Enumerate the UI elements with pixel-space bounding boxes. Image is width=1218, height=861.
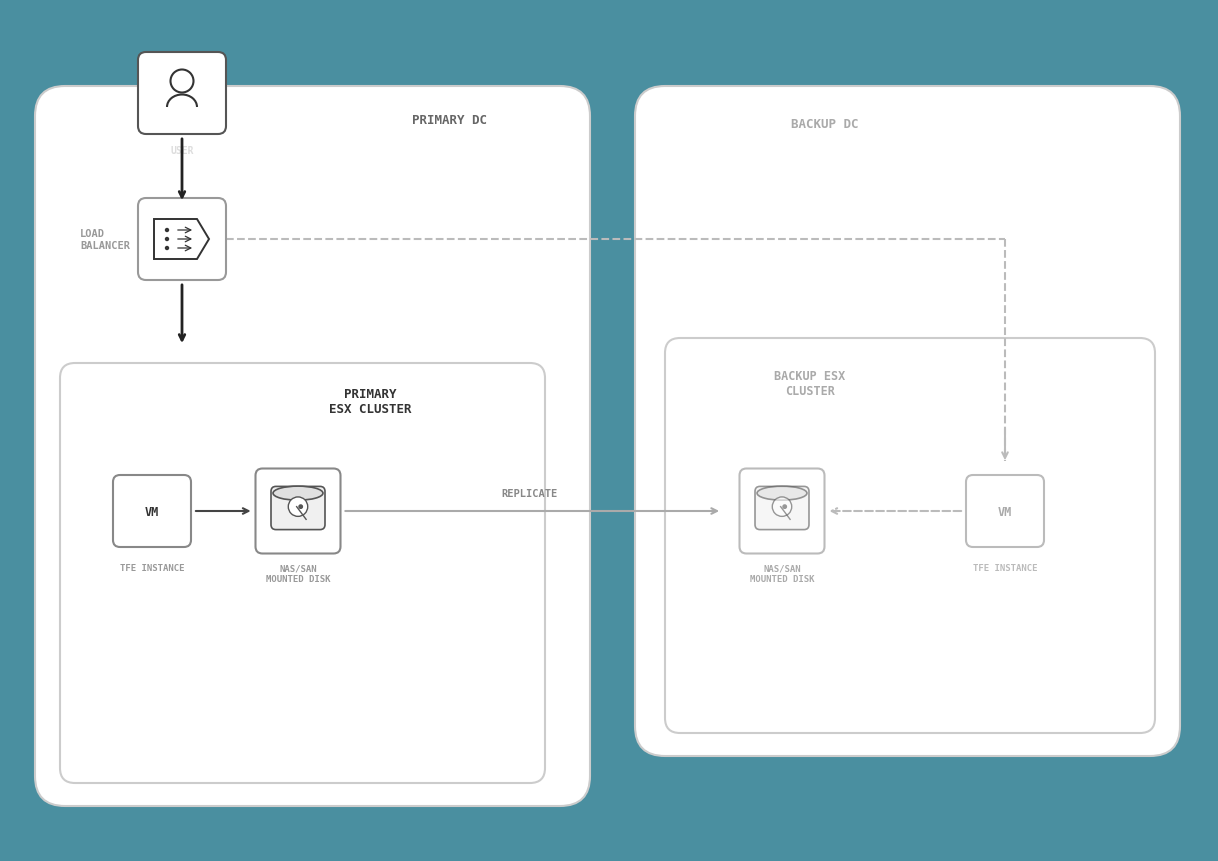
- FancyBboxPatch shape: [270, 486, 325, 530]
- Circle shape: [164, 238, 169, 242]
- Text: VM: VM: [998, 505, 1012, 518]
- Circle shape: [289, 498, 308, 517]
- Circle shape: [164, 228, 169, 233]
- FancyBboxPatch shape: [35, 87, 590, 806]
- Text: TFE INSTANCE: TFE INSTANCE: [973, 564, 1038, 573]
- FancyBboxPatch shape: [966, 475, 1044, 548]
- FancyBboxPatch shape: [755, 486, 809, 530]
- FancyBboxPatch shape: [138, 53, 227, 135]
- Circle shape: [298, 505, 303, 510]
- FancyBboxPatch shape: [256, 469, 341, 554]
- Text: REPLICATE: REPLICATE: [502, 488, 558, 499]
- FancyBboxPatch shape: [113, 475, 191, 548]
- FancyBboxPatch shape: [138, 199, 227, 281]
- Text: PRIMARY
ESX CLUSTER: PRIMARY ESX CLUSTER: [329, 387, 412, 416]
- Text: BACKUP DC: BACKUP DC: [792, 117, 859, 130]
- Ellipse shape: [273, 486, 323, 500]
- FancyBboxPatch shape: [635, 87, 1180, 756]
- Text: LOAD
BALANCER: LOAD BALANCER: [80, 229, 130, 251]
- Circle shape: [782, 505, 787, 510]
- FancyBboxPatch shape: [739, 469, 825, 554]
- FancyBboxPatch shape: [60, 363, 544, 784]
- Text: NAS/SAN
MOUNTED DISK: NAS/SAN MOUNTED DISK: [750, 564, 815, 583]
- Ellipse shape: [758, 486, 808, 500]
- Text: PRIMARY DC: PRIMARY DC: [413, 114, 487, 127]
- Circle shape: [772, 498, 792, 517]
- Text: USER: USER: [171, 146, 194, 156]
- Text: TFE INSTANCE: TFE INSTANCE: [119, 564, 184, 573]
- Text: BACKUP ESX
CLUSTER: BACKUP ESX CLUSTER: [775, 369, 845, 398]
- Text: NAS/SAN
MOUNTED DISK: NAS/SAN MOUNTED DISK: [266, 564, 330, 583]
- FancyBboxPatch shape: [665, 338, 1155, 734]
- Circle shape: [164, 246, 169, 251]
- Text: VM: VM: [145, 505, 160, 518]
